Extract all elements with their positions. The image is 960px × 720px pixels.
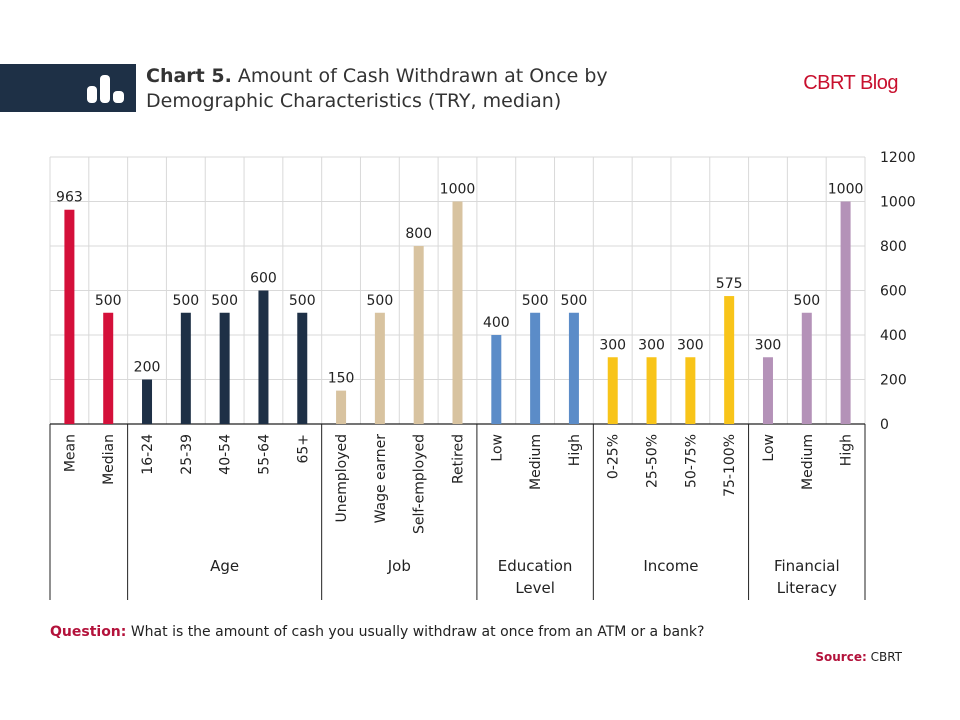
data-label: 150 [328,371,355,387]
bar [530,312,541,424]
bar [374,312,385,424]
bar [801,312,812,424]
bar [413,246,424,424]
chart-title: Chart 5. Amount of Cash Withdrawn at Onc… [146,64,608,114]
source-text: CBRT [870,650,902,664]
data-label: 500 [793,293,820,309]
bar [568,312,579,424]
title-bold: Chart 5. [146,65,232,87]
y-tick-label: 400 [880,328,907,344]
y-tick-label: 0 [880,417,889,433]
bar [297,312,308,424]
data-label: 200 [134,360,161,376]
data-label: 500 [211,293,238,309]
bar [142,379,153,424]
y-tick-label: 1200 [880,150,916,166]
group-label: Age [210,557,239,575]
question-note: Question: What is the amount of cash you… [50,624,704,640]
blog-logo: CBRT Blog [803,72,898,94]
category-label: 25-50% [645,434,661,488]
bar [64,209,75,424]
y-tick-label: 200 [880,373,907,389]
group-label: Level [515,579,555,597]
source-label: Source: [815,650,867,664]
bar [724,296,735,424]
data-label: 400 [483,315,510,331]
data-label: 500 [289,293,316,309]
data-label: 1000 [828,182,864,198]
category-label: Unemployed [334,434,350,523]
category-label: Low [761,434,777,462]
bar [840,201,851,424]
y-tick-label: 600 [880,284,907,300]
bar [219,312,230,424]
y-tick-label: 1000 [880,195,916,211]
category-label: Medium [528,434,544,490]
data-label: 500 [95,293,122,309]
data-label: 800 [405,226,432,242]
category-label: 16-24 [140,434,156,475]
data-label: 300 [638,337,665,353]
question-text: What is the amount of cash you usually w… [130,624,705,640]
bar [258,290,269,424]
data-label: 600 [250,271,277,287]
category-label: Self-employed [412,434,428,534]
category-label: Wage earner [373,434,389,524]
category-label: High [839,434,855,466]
bar [646,357,657,424]
bar [685,357,696,424]
question-label: Question: [50,624,127,640]
bar-chart: 0 200 400 600 800 1000 1200 963 Mean 500 Median 200… [49,150,916,600]
group-label: Financial [774,557,840,575]
title-line-2: Demographic Characteristics (TRY, median… [146,90,562,112]
data-label: 500 [172,293,199,309]
data-label: 1000 [440,182,476,198]
category-label: 0-25% [606,434,622,479]
category-label: Mean [62,434,78,472]
group-label: Income [643,557,698,575]
source-note: Source: CBRT [815,650,902,664]
bar [180,312,191,424]
title-line-1: Amount of Cash Withdrawn at Once by [237,65,608,87]
chart-banner [0,64,136,112]
bar [336,390,347,424]
data-label: 300 [599,337,626,353]
category-label: 40-54 [218,434,234,475]
bar-chart-icon [87,75,124,103]
category-label: High [567,434,583,466]
data-label: 575 [716,276,743,292]
bar [491,335,502,424]
category-label: Median [101,434,117,485]
data-label: 300 [755,337,782,353]
category-label: Retired [451,434,467,484]
group-label: Education [498,557,573,575]
category-label: Low [489,434,505,462]
data-label: 500 [522,293,549,309]
category-label: Medium [800,434,816,490]
data-label: 300 [677,337,704,353]
bar [103,312,114,424]
group-label: Literacy [777,579,837,597]
bar [607,357,618,424]
bar [452,201,463,424]
data-label: 963 [56,190,83,206]
category-label: 25-39 [179,434,195,475]
bar [762,357,773,424]
data-label: 500 [561,293,588,309]
category-label: 65+ [295,434,311,464]
data-label: 500 [367,293,394,309]
category-label: 75-100% [722,434,738,497]
category-label: 50-75% [683,434,699,488]
y-tick-label: 800 [880,239,907,255]
category-label: 55-64 [256,434,272,475]
group-label: Job [387,557,411,575]
